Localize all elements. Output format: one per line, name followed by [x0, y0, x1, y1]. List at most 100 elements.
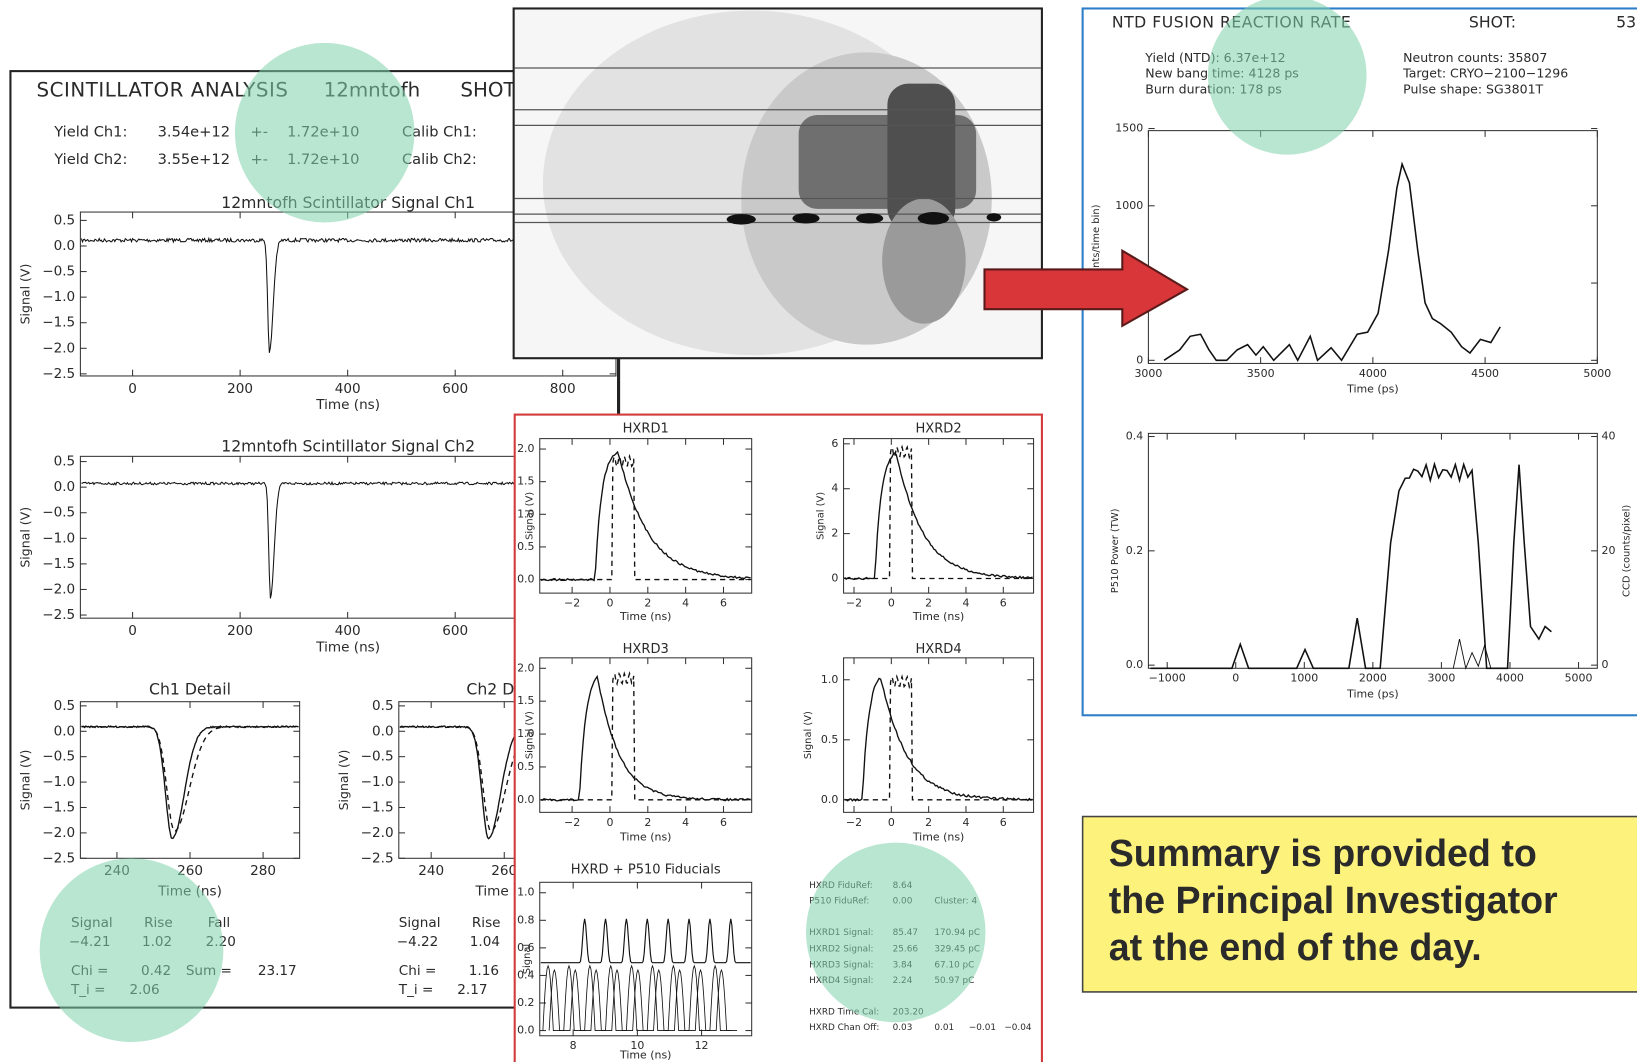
y-tick-label: −2.5 [361, 850, 394, 866]
stat-value: −4.22 [397, 934, 439, 950]
y-tick-label: 0.2 [517, 996, 534, 1009]
dashed-trace [844, 444, 1033, 580]
x-axis-label: Time (ns) [619, 610, 671, 623]
image-spot [726, 214, 756, 225]
yield-label: Yield Ch2: [53, 151, 127, 168]
y-tick-label: 0 [1136, 353, 1143, 366]
info-line: Neutron counts: 35807 [1403, 50, 1547, 65]
y-axis-label: Signal [522, 944, 533, 974]
stat-label: Chi = [399, 963, 437, 979]
x-tick-label: 260 [491, 863, 517, 879]
y-axis-label: (counts/time bin) [1091, 204, 1102, 289]
x-tick-label: 0 [606, 597, 613, 610]
plot-title: Ch1 Detail [149, 680, 231, 699]
summary-line: at the end of the day. [1109, 926, 1482, 968]
y-tick-label: 0.5 [372, 698, 394, 714]
calib-label: Calib Ch2: [402, 151, 477, 168]
y-tick-label: 6 [831, 437, 838, 450]
y-tick-label: 0.5 [517, 540, 534, 553]
plot-frame [843, 657, 1035, 813]
x-tick-label: 5000 [1583, 367, 1611, 380]
x-tick-label: −2 [564, 597, 580, 610]
plot-frame [539, 657, 753, 813]
x-tick-label: 6 [720, 816, 727, 829]
ccd-image-panel [512, 7, 1043, 416]
x-tick-label: 6 [1000, 597, 1007, 610]
y-tick-label: 2.0 [517, 661, 534, 674]
panel-title: SCINTILLATOR ANALYSIS [37, 78, 289, 101]
trace [1163, 161, 1501, 362]
x-tick-label: −2 [846, 597, 862, 610]
highlight-circle [1207, 0, 1367, 155]
y-tick-label: −1.5 [42, 799, 75, 815]
y-tick-label: 1000 [1115, 199, 1143, 212]
y-tick-label: 2.0 [517, 442, 534, 455]
arrow [983, 248, 1190, 328]
y-tick-label: −1.0 [42, 530, 75, 546]
x-tick-label: −1000 [1149, 672, 1186, 685]
x-tick-label: 3500 [1247, 367, 1275, 380]
y-tick-label: −2.0 [361, 825, 394, 841]
highlight-circle [234, 42, 415, 223]
table-cell: 0.03 [893, 1023, 913, 1033]
y-tick-label: 1.0 [517, 727, 534, 740]
yield-label: Yield Ch1: [53, 124, 127, 141]
image-spot [986, 213, 1002, 222]
y-tick-label: 2 [831, 527, 838, 540]
trace [540, 674, 751, 802]
stat-value: 1.16 [469, 963, 499, 979]
x-tick-label: 400 [335, 381, 361, 397]
x-tick-label: 1000 [1290, 672, 1318, 685]
x-tick-label: 200 [227, 381, 253, 397]
y-tick-label: 1.5 [517, 694, 534, 707]
x-tick-label: 4 [682, 597, 689, 610]
y-axis-label: Signal (V) [524, 711, 535, 759]
y-tick-label: −0.5 [42, 264, 75, 280]
x-axis-label: Time (ns) [315, 397, 380, 413]
y-tick-label: 0.0 [517, 1024, 534, 1037]
y-tick-label: 0.0 [517, 573, 534, 586]
trace [548, 968, 738, 1031]
y-tick-label: −2.0 [42, 581, 75, 597]
trace [540, 918, 751, 964]
x-tick-label: 4000 [1359, 367, 1387, 380]
x-axis-label: Time (ns) [619, 1049, 671, 1062]
plot-title: HXRD1 [623, 422, 669, 437]
x-tick-label: 4000 [1496, 672, 1524, 685]
y-tick-label: 0.0 [54, 238, 76, 254]
x-axis-label: Time (ns) [619, 830, 671, 843]
y-tick-label: 0.0 [517, 793, 534, 806]
y-tick-label: −2.0 [42, 825, 75, 841]
table-cell: HXRD Chan Off: [809, 1023, 879, 1033]
summary-background [1081, 815, 1637, 993]
image-blob [887, 83, 956, 230]
x-tick-label: 0 [888, 597, 895, 610]
x-tick-label: 2 [925, 597, 932, 610]
x-axis-label: Time (ns) [912, 610, 964, 623]
image-spots [726, 212, 1002, 225]
x-tick-label: 0 [606, 816, 613, 829]
y-tick-label: 4 [831, 482, 838, 495]
y-tick-label: −2.5 [42, 850, 75, 866]
y-tick-label: 0.5 [54, 212, 76, 228]
y-tick-label: −2.0 [42, 340, 75, 356]
image-blob [882, 198, 966, 324]
x-tick-label: 2000 [1359, 672, 1387, 685]
calib-label: Calib Ch1: [402, 124, 477, 141]
table-cell: 0.01 [934, 1023, 954, 1033]
x-tick-label: 0 [1232, 672, 1239, 685]
x-tick-label: 600 [442, 623, 468, 639]
y-tick-label: −2.5 [42, 607, 75, 623]
x-tick-label: 280 [250, 863, 276, 879]
y-tick-label: −1.5 [361, 799, 394, 815]
plot-title: HXRD4 [915, 642, 961, 657]
x-tick-label: 4 [962, 816, 969, 829]
y2-tick-label: 0 [1602, 658, 1609, 671]
x-tick-label: 2 [925, 816, 932, 829]
y2-axis-label: CCD (counts/pixel) [1622, 505, 1633, 597]
trace [542, 964, 731, 1031]
y-tick-label: 0.5 [821, 733, 838, 746]
y-axis-label: Signal (V) [336, 750, 351, 811]
y-tick-label: −0.5 [42, 749, 75, 765]
